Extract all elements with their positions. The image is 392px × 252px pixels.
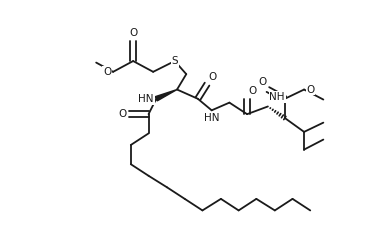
Polygon shape	[155, 89, 177, 101]
Text: O: O	[119, 109, 127, 119]
Text: O: O	[209, 72, 217, 82]
Text: S: S	[171, 56, 178, 66]
Text: NH: NH	[269, 92, 285, 102]
Text: O: O	[129, 28, 137, 38]
Text: O: O	[249, 86, 257, 97]
Text: HN: HN	[204, 113, 220, 123]
Text: O: O	[307, 84, 315, 94]
Text: O: O	[103, 67, 112, 77]
Text: HN: HN	[138, 94, 154, 104]
Text: O: O	[258, 77, 266, 87]
